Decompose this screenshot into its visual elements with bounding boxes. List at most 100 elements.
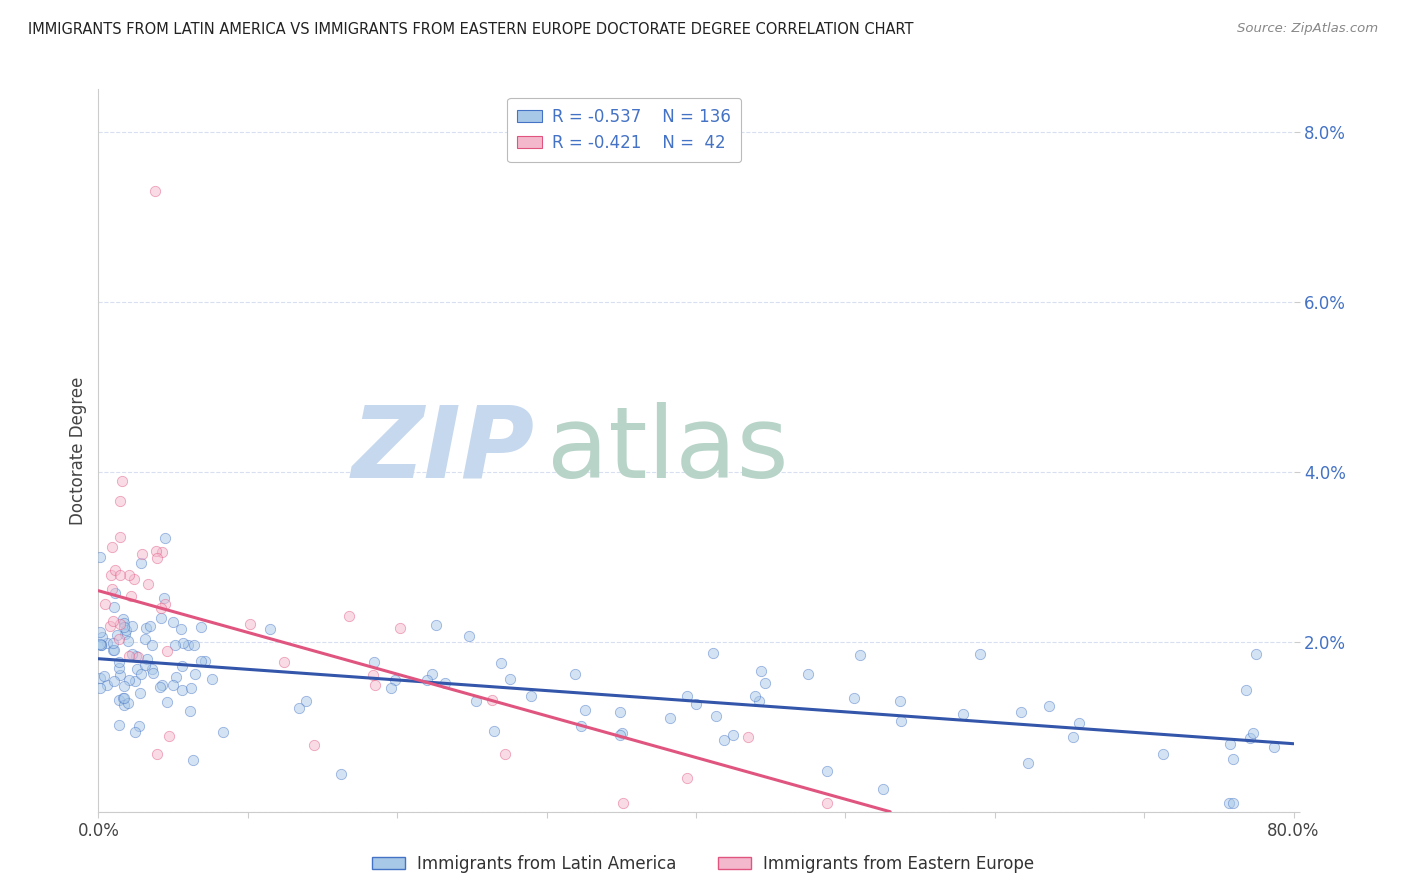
Point	[112, 616, 135, 631]
Point	[162, 615, 184, 629]
Point	[122, 572, 145, 586]
Text: atlas: atlas	[547, 402, 789, 499]
Point	[117, 567, 139, 582]
Point	[170, 622, 193, 636]
Point	[183, 639, 205, 653]
Point	[110, 530, 132, 544]
Point	[145, 543, 167, 558]
Point	[1067, 715, 1090, 730]
Point	[744, 689, 766, 703]
Point	[104, 586, 127, 600]
Point	[153, 591, 176, 606]
Point	[108, 668, 131, 682]
Point	[135, 621, 157, 635]
Point	[145, 551, 167, 566]
Point	[797, 667, 820, 681]
Point	[105, 628, 128, 642]
Point	[259, 622, 281, 636]
Point	[128, 719, 150, 733]
Point	[288, 701, 311, 715]
Point	[890, 714, 912, 728]
Point	[103, 600, 125, 615]
Legend: R = -0.537    N = 136, R = -0.421    N =  42: R = -0.537 N = 136, R = -0.421 N = 42	[508, 97, 741, 161]
Point	[149, 680, 172, 694]
Point	[1222, 751, 1244, 765]
Point	[111, 475, 134, 489]
Point	[120, 590, 142, 604]
Point	[676, 689, 699, 703]
Point	[872, 782, 894, 797]
Point	[129, 556, 152, 570]
Text: Source: ZipAtlas.com: Source: ZipAtlas.com	[1237, 22, 1378, 36]
Point	[363, 655, 385, 669]
Point	[384, 673, 406, 688]
Point	[433, 675, 456, 690]
Point	[1219, 737, 1241, 751]
Point	[141, 639, 163, 653]
Point	[121, 647, 143, 661]
Point	[112, 620, 135, 634]
Point	[103, 615, 125, 629]
Point	[465, 694, 488, 708]
Point	[90, 638, 112, 652]
Point	[145, 747, 167, 761]
Point	[134, 632, 156, 646]
Point	[273, 655, 295, 669]
Point	[969, 647, 991, 661]
Point	[499, 672, 522, 686]
Point	[134, 657, 156, 672]
Point	[101, 541, 124, 555]
Point	[295, 694, 318, 708]
Point	[165, 670, 187, 684]
Point	[110, 617, 132, 632]
Point	[111, 691, 134, 706]
Point	[108, 693, 131, 707]
Point	[108, 568, 131, 582]
Point	[90, 638, 112, 652]
Legend: Immigrants from Latin America, Immigrants from Eastern Europe: Immigrants from Latin America, Immigrant…	[366, 848, 1040, 880]
Point	[302, 738, 325, 752]
Point	[89, 671, 111, 685]
Point	[748, 694, 770, 708]
Point	[610, 726, 633, 740]
Point	[103, 636, 125, 650]
Point	[1010, 705, 1032, 719]
Point	[153, 531, 176, 545]
Point	[190, 620, 212, 634]
Point	[170, 658, 193, 673]
Point	[676, 772, 699, 786]
Point	[165, 639, 187, 653]
Point	[184, 667, 207, 681]
Point	[127, 650, 149, 665]
Point	[156, 643, 179, 657]
Point	[112, 691, 135, 706]
Point	[89, 681, 111, 695]
Point	[124, 674, 146, 689]
Point	[107, 655, 129, 669]
Point	[142, 666, 165, 681]
Point	[482, 723, 505, 738]
Point	[89, 624, 111, 639]
Point	[713, 733, 735, 747]
Point	[489, 657, 512, 671]
Point	[108, 494, 131, 508]
Point	[101, 643, 124, 657]
Point	[131, 547, 153, 561]
Point	[702, 646, 724, 660]
Point	[180, 681, 202, 696]
Point	[420, 666, 443, 681]
Point	[361, 667, 384, 681]
Point	[125, 648, 148, 663]
Point	[416, 673, 439, 688]
Point	[564, 667, 586, 681]
Point	[128, 686, 150, 700]
Point	[889, 694, 911, 708]
Point	[380, 681, 402, 696]
Point	[100, 568, 122, 582]
Point	[100, 582, 122, 596]
Point	[149, 601, 172, 615]
Point	[112, 611, 135, 625]
Point	[754, 676, 776, 690]
Point	[181, 753, 204, 767]
Point	[157, 729, 180, 743]
